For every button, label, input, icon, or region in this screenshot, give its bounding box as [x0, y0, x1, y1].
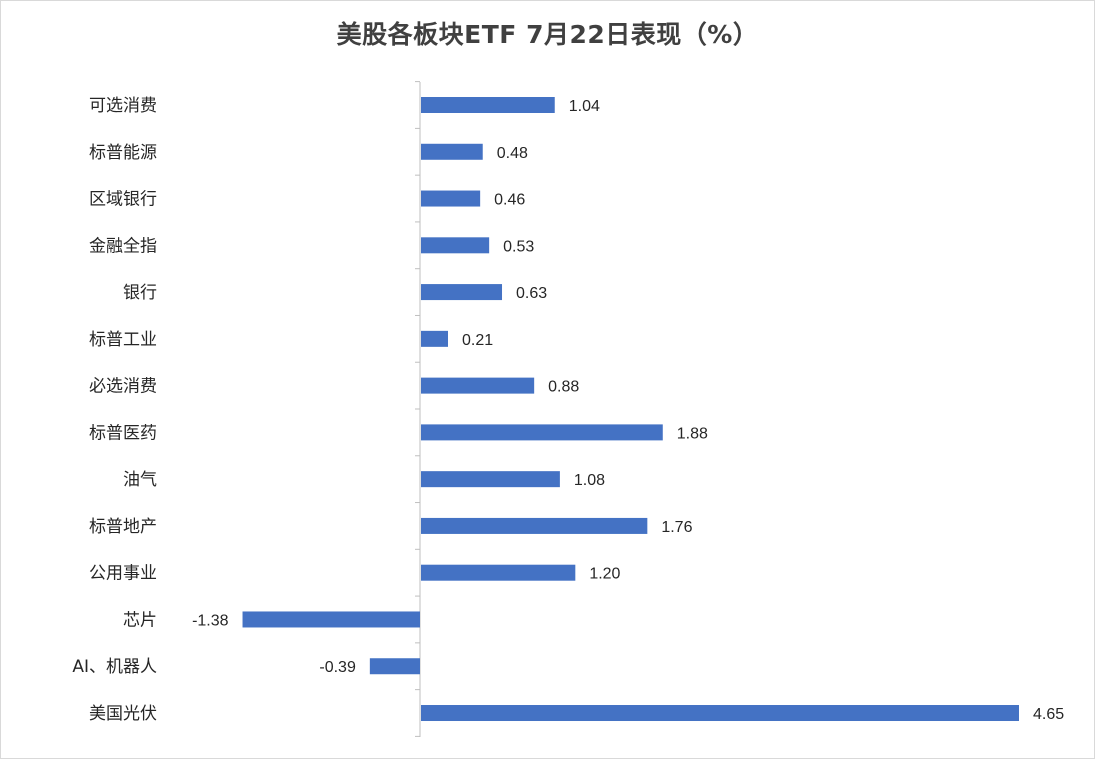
data-label: 0.63: [516, 285, 547, 302]
category-label: 必选消费: [89, 377, 157, 397]
bar: [421, 143, 483, 160]
category-label: 芯片: [123, 610, 157, 630]
bar: [421, 424, 663, 441]
data-label: -1.38: [192, 612, 229, 629]
category-label: 标普能源: [89, 143, 157, 163]
bar: [421, 705, 1019, 722]
bar: [421, 97, 555, 113]
bar: [421, 377, 535, 394]
category-label: 标普工业: [89, 330, 157, 350]
category-label: 金融全指: [89, 236, 157, 256]
chart-title: 美股各板块ETF 7月22日表现（%）: [336, 20, 759, 49]
category-label: 美国光伏: [89, 704, 157, 724]
bar: [421, 190, 481, 207]
category-label: 公用事业: [89, 564, 157, 584]
category-label: 油气: [123, 470, 157, 490]
category-label: 银行: [123, 283, 157, 303]
data-label: 0.46: [494, 192, 525, 209]
data-label: 1.88: [677, 425, 708, 442]
data-label: -0.39: [319, 659, 356, 676]
data-label: 0.53: [503, 238, 534, 255]
bar: [242, 611, 420, 628]
data-label: 1.76: [661, 519, 692, 536]
data-label: 0.48: [497, 145, 528, 162]
data-label: 4.65: [1033, 706, 1064, 723]
bar: [421, 237, 490, 254]
data-label: 1.20: [589, 566, 620, 583]
data-label: 0.21: [462, 332, 493, 349]
category-label: AI、机器人: [72, 657, 157, 677]
bar: [421, 564, 576, 581]
data-label: 1.08: [574, 472, 605, 489]
bar: [421, 330, 449, 347]
category-label: 标普地产: [89, 517, 157, 537]
data-label: 1.04: [569, 98, 600, 115]
category-label: 可选消费: [89, 96, 157, 116]
bar: [421, 284, 503, 301]
bar: [421, 517, 648, 534]
category-label: 区域银行: [89, 190, 157, 210]
category-label: 标普医药: [89, 423, 157, 443]
bar: [369, 658, 420, 675]
data-label: 0.88: [548, 379, 579, 396]
bar: [421, 471, 560, 488]
